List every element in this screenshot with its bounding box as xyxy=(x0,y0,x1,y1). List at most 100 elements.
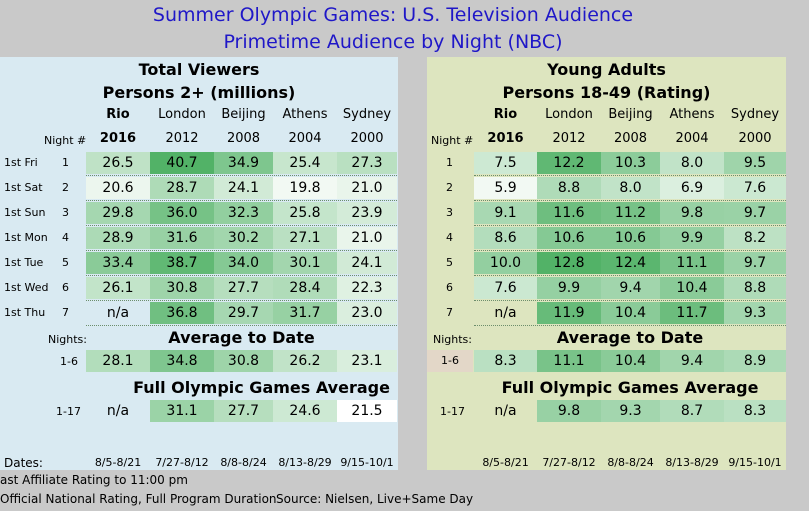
left-col-year: 2004 xyxy=(288,131,322,146)
right-data-cell: 12.4 xyxy=(601,252,660,274)
right-data-cell: 11.1 xyxy=(660,252,724,274)
page-subtitle: Primetime Audience by Night (NBC) xyxy=(223,31,563,53)
right-data-cell: 9.4 xyxy=(601,277,660,299)
left-avg-cell: 30.8 xyxy=(214,350,273,372)
left-panel-subtitle: Persons 2+ (millions) xyxy=(102,83,296,102)
left-col-name: London xyxy=(158,107,206,122)
left-data-cell: 24.1 xyxy=(337,252,397,274)
left-full-heading: Full Olympic Games Average xyxy=(133,378,390,397)
right-data-cell: 10.4 xyxy=(601,302,660,324)
right-data-cell: n/a xyxy=(494,305,517,321)
right-row-divider xyxy=(474,300,786,302)
right-col-name: Rio xyxy=(493,107,518,122)
left-col-dates: 9/15-10/1 xyxy=(340,456,394,469)
right-data-cell: 5.9 xyxy=(474,177,537,199)
left-data-cell: 38.7 xyxy=(150,252,214,274)
right-data-cell: 9.7 xyxy=(724,202,786,224)
left-col-dates: 8/13-8/29 xyxy=(278,456,332,469)
left-nights-label: Nights: xyxy=(48,333,87,346)
right-data-cell: 11.6 xyxy=(537,202,601,224)
row-label: 1st Fri xyxy=(4,156,38,169)
right-col-year: 2000 xyxy=(738,131,772,146)
left-data-cell: 31.7 xyxy=(273,302,337,324)
left-data-cell: 31.6 xyxy=(150,227,214,249)
left-avg-cell: 23.1 xyxy=(337,350,397,372)
right-avg-cell: 11.1 xyxy=(537,350,601,372)
right-full-cell: 9.8 xyxy=(537,400,601,422)
right-data-cell: 9.1 xyxy=(474,202,537,224)
left-data-cell: 22.3 xyxy=(337,277,397,299)
right-night-number: 7 xyxy=(446,306,453,319)
left-data-cell: 27.7 xyxy=(214,277,273,299)
right-data-cell: 11.7 xyxy=(660,302,724,324)
left-night-number: 4 xyxy=(62,231,69,244)
right-col-name: Athens xyxy=(669,107,715,122)
right-col-dates: 9/15-10/1 xyxy=(728,456,782,469)
left-data-cell: 30.2 xyxy=(214,227,273,249)
right-col-name: Beijing xyxy=(608,107,653,122)
left-row-divider xyxy=(86,325,397,327)
right-avg-range: 1-6 xyxy=(427,350,473,372)
right-data-cell: 8.0 xyxy=(601,177,660,199)
row-label: 1st Wed xyxy=(4,281,49,294)
right-data-cell: 9.8 xyxy=(660,202,724,224)
row-label: 1st Tue xyxy=(4,256,44,269)
left-data-cell: n/a xyxy=(106,305,130,321)
left-panel-title: Total Viewers xyxy=(138,60,260,79)
left-col-dates: 7/27-8/12 xyxy=(155,456,209,469)
right-data-cell: 9.9 xyxy=(537,277,601,299)
left-full-cell: n/a xyxy=(106,403,130,419)
left-data-cell: 23.0 xyxy=(337,302,397,324)
left-data-cell: 29.8 xyxy=(86,202,150,224)
left-data-cell: 23.9 xyxy=(337,202,397,224)
page-title: Summer Olympic Games: U.S. Television Au… xyxy=(152,4,634,26)
left-avg-cell: 28.1 xyxy=(86,350,150,372)
right-data-cell: 8.0 xyxy=(660,152,724,174)
left-avg-heading: Average to Date xyxy=(168,328,315,347)
row-label: 1st Mon xyxy=(4,231,48,244)
footnote-national: Official National Rating, Full Program D… xyxy=(0,492,277,506)
left-avg-cell: 26.2 xyxy=(273,350,337,372)
left-night-number: 1 xyxy=(62,156,69,169)
left-col-year: 2008 xyxy=(226,131,261,146)
left-row-divider xyxy=(86,300,397,302)
right-col-year: 2016 xyxy=(487,131,524,146)
right-night-number: 5 xyxy=(446,256,453,269)
right-data-cell: 6.9 xyxy=(660,177,724,199)
left-night-number: 7 xyxy=(62,306,69,319)
right-col-name: London xyxy=(545,107,593,122)
right-avg-cell: 10.4 xyxy=(601,350,660,372)
footnote-affiliate: ast Affiliate Rating to 11:00 pm xyxy=(0,473,188,487)
left-avg-cell: 34.8 xyxy=(150,350,214,372)
left-night-label: Night # xyxy=(44,134,87,147)
left-night-number: 6 xyxy=(62,281,69,294)
left-data-cell: 30.1 xyxy=(273,252,337,274)
left-night-number: 2 xyxy=(62,181,69,194)
right-data-cell: 12.8 xyxy=(537,252,601,274)
right-data-cell: 8.6 xyxy=(474,227,537,249)
row-label: 1st Thu xyxy=(4,306,46,319)
left-data-cell: 28.7 xyxy=(150,177,214,199)
right-data-cell: 10.4 xyxy=(660,277,724,299)
left-data-cell: 21.0 xyxy=(337,227,397,249)
left-col-year: 2016 xyxy=(99,131,137,146)
right-full-cell: n/a xyxy=(494,403,517,419)
right-row-divider xyxy=(474,200,786,202)
left-col-dates: 8/8-8/24 xyxy=(220,456,267,469)
right-avg-cell: 8.3 xyxy=(474,350,537,372)
right-data-cell: 9.9 xyxy=(660,227,724,249)
row-label: 1st Sat xyxy=(4,181,43,194)
left-night-number: 5 xyxy=(62,256,69,269)
right-row-divider xyxy=(474,325,786,327)
right-full-heading: Full Olympic Games Average xyxy=(501,378,759,397)
right-row-divider xyxy=(474,250,786,252)
left-row-divider xyxy=(86,175,397,177)
right-col-dates: 7/27-8/12 xyxy=(542,456,596,469)
left-data-cell: 25.8 xyxy=(273,202,337,224)
left-col-name: Sydney xyxy=(342,107,392,122)
left-data-cell: 26.1 xyxy=(86,277,150,299)
right-row-divider xyxy=(474,225,786,227)
left-data-cell: 30.8 xyxy=(150,277,214,299)
dates-label: Dates: xyxy=(4,456,43,470)
right-data-cell: 10.6 xyxy=(537,227,601,249)
